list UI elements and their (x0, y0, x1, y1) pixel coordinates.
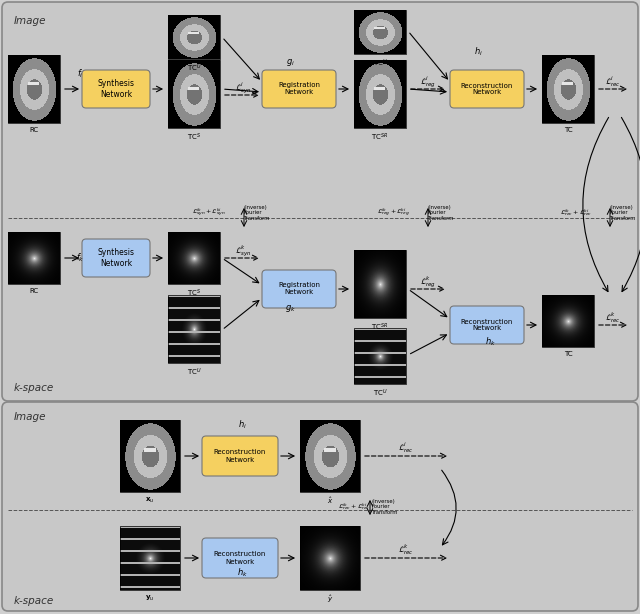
Text: $\hat{y}$: $\hat{y}$ (327, 594, 333, 605)
Text: $\mathcal{L}^k_{rec}$: $\mathcal{L}^k_{rec}$ (398, 543, 414, 558)
Text: $h_i$: $h_i$ (237, 419, 246, 431)
Text: TC$^{SR}$: TC$^{SR}$ (371, 322, 388, 333)
Text: $h_k$: $h_k$ (484, 336, 495, 348)
Bar (354, 10, 406, 54)
Text: Image: Image (14, 16, 47, 26)
FancyBboxPatch shape (202, 538, 278, 578)
Text: RC: RC (29, 127, 38, 133)
Text: (Inverse)
Fourier
Transform: (Inverse) Fourier Transform (244, 204, 271, 221)
Text: TC: TC (564, 351, 572, 357)
Bar (168, 15, 220, 59)
Text: $\mathcal{L}^i_{syn}$: $\mathcal{L}^i_{syn}$ (235, 80, 251, 96)
Text: Image: Image (14, 412, 47, 422)
Text: Registration
Network: Registration Network (278, 282, 320, 295)
Text: $\mathcal{L}^{ik}_{rec}+\mathcal{L}^{ki}_{rec}$: $\mathcal{L}^{ik}_{rec}+\mathcal{L}^{ki}… (338, 502, 370, 513)
Text: Synthesis
Network: Synthesis Network (97, 79, 134, 99)
FancyBboxPatch shape (82, 239, 150, 277)
Bar (300, 420, 360, 492)
Bar (8, 55, 60, 123)
Text: TC: TC (564, 127, 572, 133)
FancyBboxPatch shape (450, 306, 524, 344)
Text: TC$^{SR}$: TC$^{SR}$ (371, 132, 388, 143)
Text: TC$^U$: TC$^U$ (187, 63, 202, 74)
Bar (354, 60, 406, 128)
Text: TC$^S$: TC$^S$ (187, 132, 201, 143)
Text: Reconstruction
Network: Reconstruction Network (214, 449, 266, 462)
Text: (Inverse)
Fourier
Transform: (Inverse) Fourier Transform (610, 204, 637, 221)
Text: $\mathcal{L}^k_{reg}$: $\mathcal{L}^k_{reg}$ (420, 274, 436, 290)
Text: $f_k$: $f_k$ (76, 252, 84, 264)
Text: $\mathcal{L}^k_{rec}$: $\mathcal{L}^k_{rec}$ (605, 311, 621, 325)
Text: RC: RC (29, 288, 38, 294)
Text: Registration
Network: Registration Network (278, 82, 320, 96)
Text: $\hat{x}$: $\hat{x}$ (327, 496, 333, 507)
Text: Synthesis
Network: Synthesis Network (97, 248, 134, 268)
Text: $g_k$: $g_k$ (285, 303, 296, 314)
Text: Reconstruction
Network: Reconstruction Network (214, 551, 266, 564)
Text: (Inverse)
Fourier
Transform: (Inverse) Fourier Transform (428, 204, 454, 221)
Text: $\mathcal{L}^i_{reg}$: $\mathcal{L}^i_{reg}$ (420, 74, 436, 90)
FancyBboxPatch shape (202, 436, 278, 476)
FancyBboxPatch shape (2, 402, 638, 611)
FancyBboxPatch shape (262, 270, 336, 308)
Text: $\mathcal{L}^{ik}_{syn}+\mathcal{L}^{ki}_{syn}$: $\mathcal{L}^{ik}_{syn}+\mathcal{L}^{ki}… (193, 207, 226, 219)
Text: $\mathbf{y}_u$: $\mathbf{y}_u$ (145, 594, 155, 603)
Text: $\mathbf{x}_u$: $\mathbf{x}_u$ (145, 496, 155, 505)
Bar (354, 328, 406, 384)
Text: $\mathcal{L}^{ik}_{reg}+\mathcal{L}^{ki}_{reg}$: $\mathcal{L}^{ik}_{reg}+\mathcal{L}^{ki}… (377, 207, 410, 219)
Bar (120, 526, 180, 590)
Text: TC$^U$: TC$^U$ (187, 367, 202, 378)
Text: Reconstruction
Network: Reconstruction Network (461, 319, 513, 332)
Text: $\mathcal{L}^{ik}_{rec}+\mathcal{L}^{ki}_{rec}$: $\mathcal{L}^{ik}_{rec}+\mathcal{L}^{ki}… (560, 208, 592, 219)
FancyBboxPatch shape (82, 70, 150, 108)
Text: TC$^S$: TC$^S$ (187, 288, 201, 299)
FancyBboxPatch shape (2, 2, 638, 401)
Text: TC$^U$: TC$^U$ (372, 58, 387, 69)
Bar (120, 420, 180, 492)
Bar (542, 295, 594, 347)
Text: TC$^U$: TC$^U$ (372, 388, 387, 399)
Text: Reconstruction
Network: Reconstruction Network (461, 82, 513, 96)
Text: $f_i$: $f_i$ (77, 68, 83, 80)
Text: $\mathcal{L}^k_{syn}$: $\mathcal{L}^k_{syn}$ (235, 243, 251, 258)
Text: k-space: k-space (14, 383, 54, 393)
Text: $h_i$: $h_i$ (474, 46, 483, 58)
Text: $h_k$: $h_k$ (237, 567, 248, 579)
Text: $g_i$: $g_i$ (285, 58, 294, 69)
Bar (542, 55, 594, 123)
Bar (168, 60, 220, 128)
Bar (168, 295, 220, 363)
Bar (168, 232, 220, 284)
Text: $\mathcal{L}^i_{rec}$: $\mathcal{L}^i_{rec}$ (398, 441, 414, 456)
Text: $\mathcal{L}^i_{rec}$: $\mathcal{L}^i_{rec}$ (605, 74, 621, 90)
Bar (8, 232, 60, 284)
Bar (354, 250, 406, 318)
Text: (Inverse)
Fourier
Transform: (Inverse) Fourier Transform (372, 499, 399, 515)
Text: k-space: k-space (14, 596, 54, 606)
FancyBboxPatch shape (450, 70, 524, 108)
Bar (300, 526, 360, 590)
FancyBboxPatch shape (262, 70, 336, 108)
